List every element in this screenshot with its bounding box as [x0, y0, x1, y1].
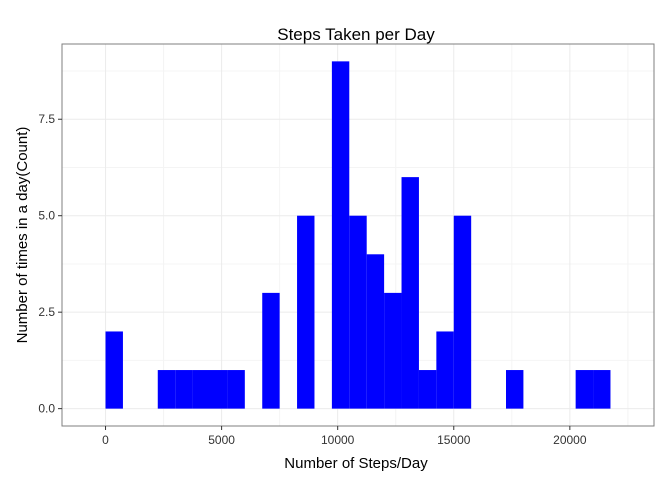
x-axis: 0 5000 10000 15000 20000 — [102, 426, 587, 447]
y-tick-label: 5.0 — [38, 209, 55, 223]
histogram-bar — [192, 370, 210, 409]
histogram-bar — [349, 215, 367, 409]
chart-title: Steps Taken per Day — [277, 25, 435, 44]
histogram-bars — [105, 61, 611, 409]
histogram-bar — [297, 215, 315, 409]
histogram-bar — [506, 370, 524, 409]
histogram-bar — [227, 370, 245, 409]
x-tick-label: 5000 — [208, 433, 235, 447]
histogram-bar — [175, 370, 193, 409]
histogram-bar — [575, 370, 594, 409]
x-tick-label: 15000 — [437, 433, 471, 447]
x-axis-label: Number of Steps/Day — [284, 455, 428, 472]
x-tick-label: 10000 — [321, 433, 355, 447]
histogram-bar — [210, 370, 228, 409]
y-tick-label: 7.5 — [38, 112, 55, 126]
histogram-bar — [436, 331, 454, 409]
histogram-bar — [593, 370, 611, 409]
histogram-bar — [366, 254, 385, 409]
histogram-bar — [401, 177, 419, 409]
y-axis: 0.0 2.5 5.0 7.5 — [38, 112, 62, 416]
y-axis-label: Number of times in a day(Count) — [14, 127, 31, 344]
histogram-bar — [453, 215, 472, 409]
histogram-bar — [105, 331, 123, 409]
x-tick-label: 0 — [102, 433, 109, 447]
histogram-bar — [157, 370, 176, 409]
histogram-bar — [331, 61, 350, 409]
x-tick-label: 20000 — [553, 433, 587, 447]
histogram-bar — [384, 292, 402, 409]
y-tick-label: 2.5 — [38, 305, 55, 319]
plot-panel-border — [61, 43, 655, 427]
histogram-bar — [262, 292, 280, 409]
y-tick-label: 0.0 — [38, 402, 55, 416]
histogram-bar — [418, 370, 437, 409]
